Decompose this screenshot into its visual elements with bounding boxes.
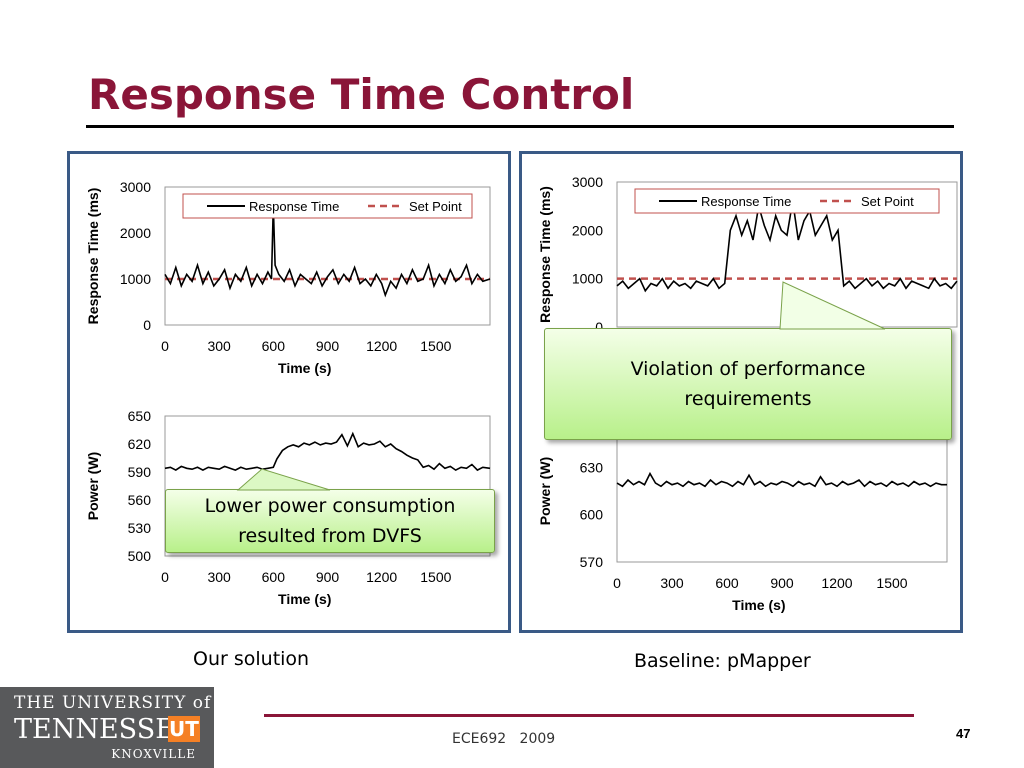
series-line xyxy=(164,431,491,472)
y-tick-label: 620 xyxy=(128,436,152,452)
page-number: 47 xyxy=(956,726,971,741)
x-axis-label: Time (s) xyxy=(278,591,331,607)
logo-line3: KNOXVILLE xyxy=(111,747,196,761)
right-panel: 0 1000 2000 3000 0 300 600 900 1200 1500 Time (s) R… xyxy=(519,151,963,633)
y-tick-label: 600 xyxy=(580,507,604,523)
chart-left_response: 0 1000 2000 3000 0 300 600 900 1200 1500 Time (s) R… xyxy=(85,179,491,376)
y-tick-label: 0 xyxy=(143,317,151,333)
y-tick-label: 570 xyxy=(580,554,604,570)
series-line xyxy=(616,471,947,488)
x-tick-label: 1200 xyxy=(366,569,397,585)
slide-title: Response Time Control xyxy=(88,70,635,119)
legend-entry-setpoint: Set Point xyxy=(861,194,914,209)
x-tick-label: 0 xyxy=(161,338,169,354)
y-tick-label: 500 xyxy=(128,548,152,564)
y-tick-label: 590 xyxy=(128,464,152,480)
x-tick-label: 1500 xyxy=(876,575,907,591)
y-tick-label: 530 xyxy=(128,520,152,536)
x-tick-label: 600 xyxy=(262,338,286,354)
x-tick-label: 0 xyxy=(613,575,621,591)
y-tick-label: 1000 xyxy=(120,271,151,287)
legend-entry-response: Response Time xyxy=(701,194,791,209)
x-tick-label: 600 xyxy=(262,569,286,585)
left-panel: 0 1000 2000 3000 0 300 600 900 1200 1500 Time (s) R… xyxy=(67,151,511,633)
y-tick-label: 650 xyxy=(128,408,152,424)
logo-line1: THE UNIVERSITY of xyxy=(14,693,212,713)
y-tick-label: 560 xyxy=(128,492,152,508)
x-tick-label: 900 xyxy=(316,338,340,354)
y-tick-label: 1000 xyxy=(572,271,603,287)
x-tick-label: 900 xyxy=(770,575,794,591)
legend-entry-response: Response Time xyxy=(249,199,339,214)
x-tick-label: 300 xyxy=(207,569,231,585)
legend: Response Time Set Point xyxy=(182,193,473,219)
x-tick-label: 300 xyxy=(207,338,231,354)
legend-entry-setpoint: Set Point xyxy=(409,199,462,214)
y-tick-label: 2000 xyxy=(572,222,603,238)
title-rule xyxy=(86,125,954,128)
y-tick-label: 3000 xyxy=(572,174,603,190)
logo-line2: TENNESSEE xyxy=(14,714,195,745)
y-axis-label: Power (W) xyxy=(537,457,553,525)
plot-area xyxy=(616,419,948,563)
y-tick-label: 2000 xyxy=(120,225,151,241)
x-tick-label: 0 xyxy=(161,569,169,585)
x-tick-label: 600 xyxy=(715,575,739,591)
legend: Response Time Set Point xyxy=(634,188,940,214)
x-tick-label: 300 xyxy=(660,575,684,591)
y-tick-label: 3000 xyxy=(120,179,151,195)
series-line xyxy=(164,205,491,298)
footer-rule xyxy=(264,714,914,717)
footer-text: ECE692 2009 xyxy=(452,731,556,747)
y-axis-label: Response Time (ms) xyxy=(85,188,101,325)
y-tick-label: 0 xyxy=(595,319,603,335)
logo-mark: UT xyxy=(168,716,200,742)
left-caption: Our solution xyxy=(193,648,310,670)
callout-left: Lower power consumption resulted from DV… xyxy=(165,489,495,553)
y-tick-label: 630 xyxy=(580,459,604,475)
x-axis-label: Time (s) xyxy=(278,360,331,376)
x-axis-label: Time (s) xyxy=(732,597,785,613)
callout-right: Violation of performance requirements xyxy=(544,328,952,440)
x-tick-label: 1200 xyxy=(821,575,852,591)
right-caption: Baseline: pMapper xyxy=(634,650,811,672)
x-tick-label: 1500 xyxy=(420,569,451,585)
right-charts: 0 1000 2000 3000 0 300 600 900 1200 1500 Time (s) R… xyxy=(537,174,958,613)
series-line xyxy=(616,201,958,293)
university-logo: THE UNIVERSITY of TENNESSEE UT KNOXVILLE xyxy=(0,687,214,768)
x-tick-label: 1200 xyxy=(366,338,397,354)
x-tick-label: 900 xyxy=(316,569,340,585)
y-axis-label: Power (W) xyxy=(85,452,101,520)
chart-right_power: 570 600 630 0 300 600 900 1200 1500 Time (s) Power… xyxy=(537,419,948,613)
y-axis-label: Response Time (ms) xyxy=(537,186,553,323)
x-tick-label: 1500 xyxy=(420,338,451,354)
